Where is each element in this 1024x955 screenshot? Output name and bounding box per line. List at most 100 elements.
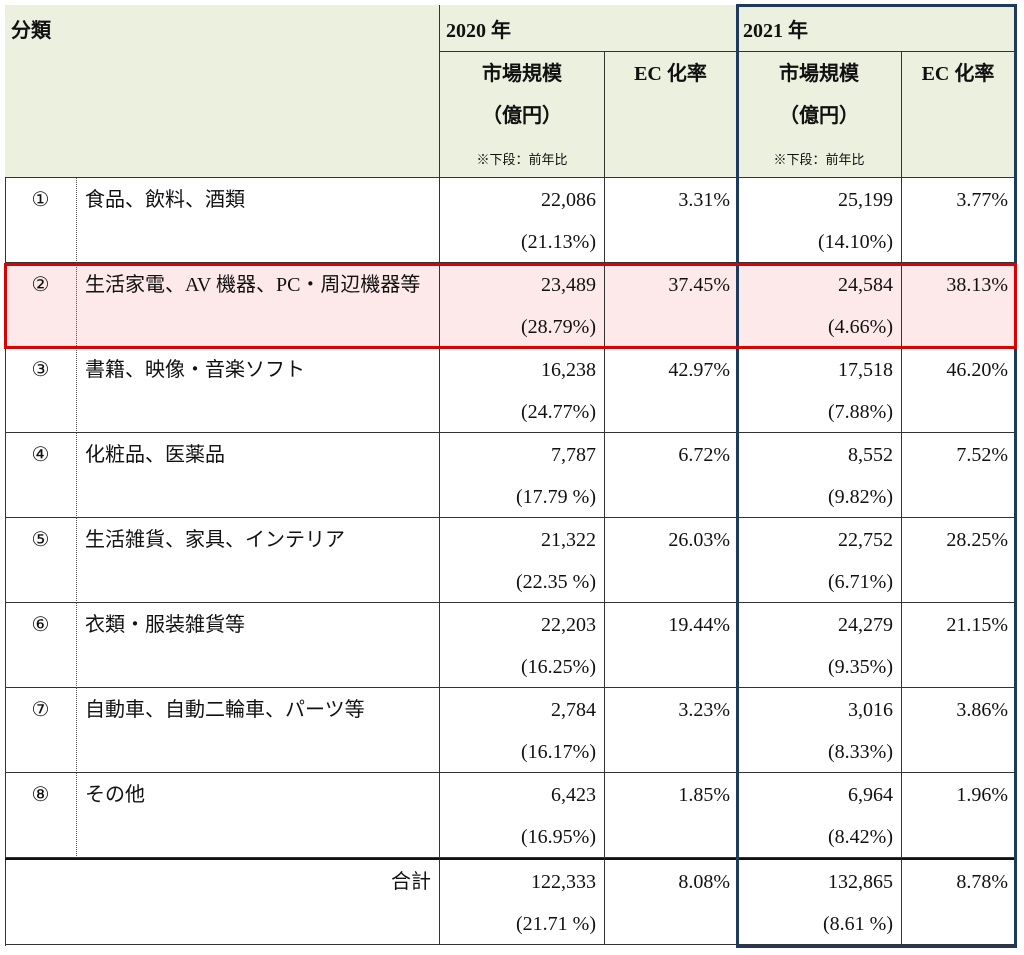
header-year: 2021 年 bbox=[737, 5, 1015, 52]
category-cell: 書籍、映像・音楽ソフト bbox=[77, 348, 440, 433]
market-size: 24,279 bbox=[838, 614, 893, 636]
ec-cell: 6.72% bbox=[605, 433, 737, 518]
ec-cell: 28.25% bbox=[902, 518, 1015, 603]
ec-cell: 46.20% bbox=[902, 348, 1015, 433]
ec-rate: 28.25% bbox=[946, 529, 1008, 551]
header-category: 分類 bbox=[5, 5, 440, 178]
category-cell: 食品、飲料、酒類 bbox=[77, 178, 440, 263]
ec-rate: 21.15% bbox=[946, 614, 1008, 636]
row-number-text: ④ bbox=[31, 444, 50, 466]
header-text: （億円） bbox=[779, 105, 859, 127]
row-number: ① bbox=[5, 178, 77, 263]
yoy-growth: (28.79%) bbox=[521, 316, 596, 338]
header-text: EC 化率 bbox=[921, 63, 995, 85]
header-market-size: 市場規模 （億円） ※下段：前年比 bbox=[440, 52, 605, 178]
ec-rate: 46.20% bbox=[946, 359, 1008, 381]
market-cell: 3,016 (8.33%) bbox=[737, 688, 902, 773]
ec-rate: 3.31% bbox=[678, 189, 730, 211]
market-cell: 6,423 (16.95%) bbox=[440, 773, 605, 858]
category-text: 衣類・服装雑貨等 bbox=[85, 614, 245, 636]
header-text: 市場規模 bbox=[482, 63, 562, 85]
ec-cell: 37.45% bbox=[605, 263, 737, 348]
ec-rate: 1.85% bbox=[678, 784, 730, 806]
row-number: ⑤ bbox=[5, 518, 77, 603]
market-cell: 132,865 (8.61 %) bbox=[737, 858, 902, 945]
total-label: 合計 bbox=[391, 871, 431, 893]
market-cell: 22,203 (16.25%) bbox=[440, 603, 605, 688]
category-text: 食品、飲料、酒類 bbox=[85, 189, 245, 211]
row-number: ④ bbox=[5, 433, 77, 518]
ec-rate: 8.78% bbox=[956, 871, 1008, 893]
yoy-growth: (4.66%) bbox=[828, 316, 893, 338]
ec-rate: 8.08% bbox=[678, 871, 730, 893]
market-size: 25,199 bbox=[838, 189, 893, 211]
ec-rate: 19.44% bbox=[668, 614, 730, 636]
category-text: 化粧品、医薬品 bbox=[85, 444, 225, 466]
yoy-growth: (21.13%) bbox=[521, 231, 596, 253]
market-cell: 17,518 (7.88%) bbox=[737, 348, 902, 433]
header-text: 2020 年 bbox=[446, 20, 511, 42]
header-text: EC 化率 bbox=[634, 63, 707, 85]
market-cell: 23,489 (28.79%) bbox=[440, 263, 605, 348]
yoy-growth: (21.71 %) bbox=[516, 913, 596, 935]
ec-cell: 3.86% bbox=[902, 688, 1015, 773]
header-year: 2020 年 bbox=[440, 5, 737, 52]
ec-cell: 21.15% bbox=[902, 603, 1015, 688]
market-size: 2,784 bbox=[551, 699, 596, 721]
ec-cell: 26.03% bbox=[605, 518, 737, 603]
row-number-text: ⑤ bbox=[31, 529, 50, 551]
category-cell: 生活雑貨、家具、インテリア bbox=[77, 518, 440, 603]
market-size: 17,518 bbox=[838, 359, 893, 381]
market-size: 22,752 bbox=[838, 529, 893, 551]
ec-cell: 1.96% bbox=[902, 773, 1015, 858]
market-size: 21,322 bbox=[541, 529, 596, 551]
market-size: 7,787 bbox=[551, 444, 596, 466]
ec-cell: 8.78% bbox=[902, 858, 1015, 945]
ec-rate: 3.77% bbox=[956, 189, 1008, 211]
market-cell: 122,333 (21.71 %) bbox=[440, 858, 605, 945]
yoy-growth: (8.42%) bbox=[828, 826, 893, 848]
yoy-growth: (8.33%) bbox=[828, 741, 893, 763]
market-size: 24,584 bbox=[838, 274, 893, 296]
row-number-text: ⑥ bbox=[31, 614, 50, 636]
category-text: 生活家電、AV 機器、PC・周辺機器等 bbox=[85, 274, 421, 296]
ec-rate: 3.86% bbox=[956, 699, 1008, 721]
header-note: ※下段：前年比 bbox=[476, 152, 568, 167]
market-cell: 2,784 (16.17%) bbox=[440, 688, 605, 773]
ec-cell: 8.08% bbox=[605, 858, 737, 945]
ec-rate: 7.52% bbox=[956, 444, 1008, 466]
market-size: 6,423 bbox=[551, 784, 596, 806]
market-cell: 21,322 (22.35 %) bbox=[440, 518, 605, 603]
ec-cell: 7.52% bbox=[902, 433, 1015, 518]
yoy-growth: (16.95%) bbox=[521, 826, 596, 848]
market-size: 22,086 bbox=[541, 189, 596, 211]
ec-rate: 1.96% bbox=[956, 784, 1008, 806]
yoy-growth: (16.25%) bbox=[521, 656, 596, 678]
header-text: （億円） bbox=[482, 105, 562, 127]
ec-cell: 3.31% bbox=[605, 178, 737, 263]
category-cell: 生活家電、AV 機器、PC・周辺機器等 bbox=[77, 263, 440, 348]
yoy-growth: (24.77%) bbox=[521, 401, 596, 423]
category-text: 書籍、映像・音楽ソフト bbox=[85, 359, 305, 381]
market-size: 16,238 bbox=[541, 359, 596, 381]
ec-rate: 6.72% bbox=[678, 444, 730, 466]
row-number-text: ② bbox=[31, 274, 50, 296]
category-cell: 化粧品、医薬品 bbox=[77, 433, 440, 518]
header-note: ※下段：前年比 bbox=[773, 152, 865, 167]
market-cell: 8,552 (9.82%) bbox=[737, 433, 902, 518]
header-market-size: 市場規模 （億円） ※下段：前年比 bbox=[737, 52, 902, 178]
category-cell: その他 bbox=[77, 773, 440, 858]
market-size: 23,489 bbox=[541, 274, 596, 296]
row-number-text: ⑧ bbox=[31, 784, 50, 806]
ec-rate: 42.97% bbox=[668, 359, 730, 381]
market-size: 132,865 bbox=[828, 871, 893, 893]
row-number: ③ bbox=[5, 348, 77, 433]
category-cell: 自動車、自動二輪車、パーツ等 bbox=[77, 688, 440, 773]
category-cell: 衣類・服装雑貨等 bbox=[77, 603, 440, 688]
ec-rate: 26.03% bbox=[668, 529, 730, 551]
market-size: 22,203 bbox=[541, 614, 596, 636]
yoy-growth: (17.79 %) bbox=[516, 486, 596, 508]
market-size: 3,016 bbox=[848, 699, 893, 721]
ec-cell: 38.13% bbox=[902, 263, 1015, 348]
